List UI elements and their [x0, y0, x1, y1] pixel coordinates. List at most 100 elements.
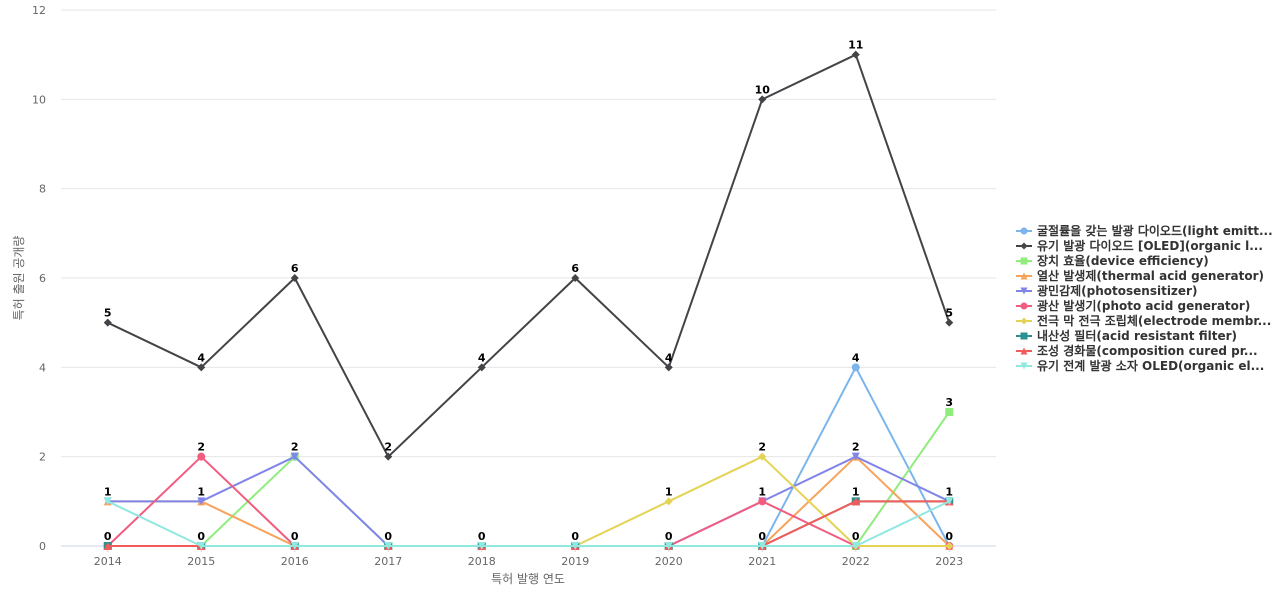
data-point: [197, 452, 206, 461]
series-1: [103, 50, 954, 461]
legend-item[interactable]: 열산 발생제(thermal acid generator): [1016, 268, 1264, 283]
data-point: [477, 542, 486, 550]
legend-marker: [1020, 287, 1028, 295]
data-point: [290, 274, 299, 282]
data-label: 3: [945, 396, 953, 409]
data-label: 2: [197, 441, 205, 454]
data-label: 0: [758, 530, 766, 543]
legend-label: 조성 경화물(composition cured pr...: [1037, 343, 1258, 358]
x-tick-label: 2017: [374, 555, 402, 568]
series-line: [107, 455, 950, 547]
data-point: [851, 50, 860, 59]
data-label: 2: [291, 441, 299, 454]
data-label: 1: [945, 485, 953, 498]
data-label: 0: [571, 530, 579, 543]
data-point: [758, 452, 767, 461]
series-5: [103, 452, 954, 550]
legend-label: 굴절률을 갖는 발광 다이오드(light emitt...: [1037, 223, 1273, 238]
legend-marker: [1020, 362, 1028, 370]
series-7: [103, 497, 954, 550]
data-point: [945, 318, 954, 327]
legend-label: 내산성 필터(acid resistant filter): [1037, 328, 1237, 343]
data-point: [851, 363, 860, 372]
legend-marker: [1020, 302, 1028, 310]
data-label: 0: [665, 530, 673, 543]
y-tick-label: 6: [39, 272, 46, 285]
legend-label: 광민감제(photosensitizer): [1037, 283, 1197, 298]
legend-label: 유기 전계 발광 소자 OLED(organic el...: [1037, 358, 1264, 373]
data-label: 4: [852, 351, 860, 364]
data-label: 11: [848, 39, 863, 52]
x-tick-label: 2020: [655, 555, 683, 568]
y-tick-label: 8: [39, 183, 46, 196]
data-point: [945, 497, 954, 506]
data-point: [477, 363, 486, 372]
legend-item[interactable]: 유기 발광 다이오드 [OLED](organic l...: [1016, 238, 1263, 253]
grid: [61, 9, 996, 547]
x-axis-title: 특허 발행 연도: [491, 571, 565, 586]
legend-item[interactable]: 광산 발생기(photo acid generator): [1016, 298, 1250, 313]
x-tick-label: 2021: [748, 555, 776, 568]
data-point: [197, 363, 206, 372]
y-axis-title: 특허 출원 공개량: [12, 236, 26, 321]
legend-marker: [1020, 332, 1028, 340]
y-tick-label: 4: [39, 361, 46, 374]
legend-item[interactable]: 조성 경화물(composition cured pr...: [1016, 343, 1258, 358]
data-label: 0: [945, 530, 953, 543]
series-line: [107, 455, 950, 547]
series-6: [103, 452, 954, 550]
y-tick-label: 12: [32, 4, 46, 17]
legend-label: 광산 발생기(photo acid generator): [1037, 298, 1250, 313]
series-2: [103, 408, 954, 550]
legend-item[interactable]: 전극 막 전극 조립체(electrode membr...: [1016, 313, 1271, 328]
legend-marker: [1020, 272, 1028, 280]
series-line: [107, 500, 950, 547]
data-label: 2: [852, 441, 860, 454]
x-tick-label: 2018: [468, 555, 496, 568]
data-point: [664, 363, 673, 372]
data-label: 1: [758, 485, 766, 498]
data-label: 0: [104, 530, 112, 543]
data-point: [851, 542, 860, 550]
data-label: 1: [197, 485, 205, 498]
data-point: [571, 542, 580, 550]
data-label: 0: [478, 530, 486, 543]
legend-marker: [1020, 227, 1028, 235]
series-line: [107, 411, 951, 547]
legend-item[interactable]: 유기 전계 발광 소자 OLED(organic el...: [1016, 358, 1264, 373]
data-label: 6: [291, 262, 299, 275]
data-point: [758, 95, 767, 104]
x-axis: 2014 2015 2016 2017 2018 2019 2020 2021 2022 2023: [61, 545, 996, 568]
series-line: [107, 53, 951, 458]
data-point: [945, 408, 954, 416]
legend-item[interactable]: 광민감제(photosensitizer): [1016, 283, 1197, 298]
legend-item[interactable]: 굴절률을 갖는 발광 다이오드(light emitt...: [1016, 223, 1273, 238]
data-point: [290, 452, 299, 461]
series: [103, 50, 954, 550]
x-tick-label: 2022: [842, 555, 870, 568]
data-label: 0: [291, 530, 299, 543]
data-point: [197, 497, 206, 506]
data-point: [384, 542, 393, 550]
series-line: [107, 455, 950, 547]
series-line: [107, 500, 950, 547]
data-label: 4: [665, 351, 673, 364]
data-label: 4: [197, 351, 205, 364]
x-tick-label: 2016: [281, 555, 309, 568]
legend-marker: [1020, 242, 1028, 250]
data-label: 5: [104, 307, 112, 320]
data-label: 4: [478, 351, 486, 364]
legend-marker: [1020, 257, 1028, 265]
data-label: 5: [945, 307, 953, 320]
legend-item[interactable]: 내산성 필터(acid resistant filter): [1016, 328, 1237, 343]
legend-label: 유기 발광 다이오드 [OLED](organic l...: [1037, 238, 1263, 253]
y-tick-label: 2: [39, 451, 46, 464]
data-point: [103, 542, 112, 550]
legend-item[interactable]: 장치 효율(device efficiency): [1016, 253, 1209, 268]
data-label: 1: [665, 485, 673, 498]
series-8: [103, 497, 954, 550]
y-tick-label: 0: [39, 540, 46, 553]
